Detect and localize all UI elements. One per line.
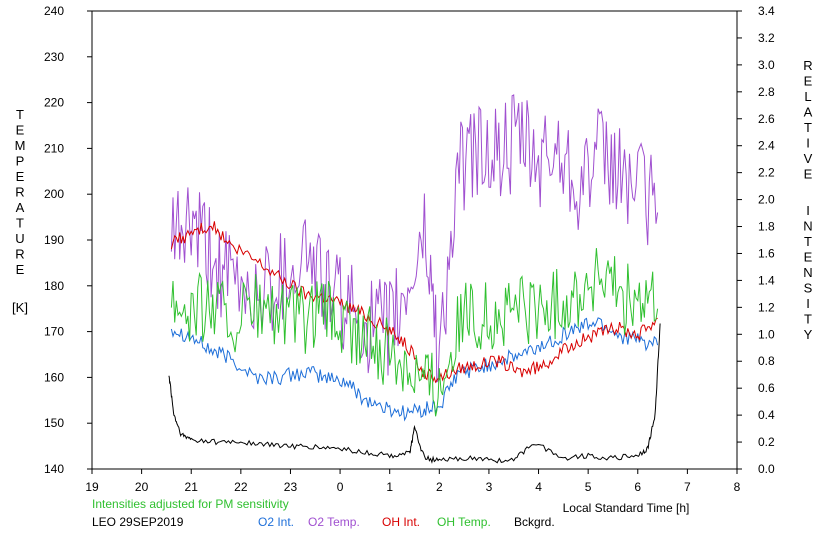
- x-tick-label: 22: [234, 480, 248, 494]
- y-left-tick-label: 190: [44, 233, 64, 247]
- legend-oh-temp: OH Temp.: [437, 515, 491, 529]
- y-left-label-letter: R: [15, 185, 24, 200]
- x-tick-label: 5: [585, 480, 592, 494]
- x-axis: 19 20 21 22 23 0 1 2 3 4 5 6 7 8: [85, 469, 741, 494]
- x-tick-label: 3: [486, 480, 493, 494]
- x-tick-label: 1: [386, 480, 393, 494]
- y-right-tick-label: 0.0: [758, 462, 775, 476]
- y-left-tick-label: 140: [44, 462, 64, 476]
- y-left-label-letter: U: [15, 231, 24, 246]
- y-left-label-letter: A: [16, 200, 25, 215]
- y-right-tick-label: 1.4: [758, 273, 775, 287]
- y-right-label-letter: N: [803, 265, 812, 280]
- y-right-label-letter: E: [804, 250, 813, 265]
- legend-oh-int: OH Int.: [382, 515, 420, 529]
- y-right-label-letter: S: [804, 281, 813, 296]
- series-line-o2-temp: [170, 94, 659, 384]
- y-right-label-letter: L: [804, 89, 811, 104]
- y-right-tick-label: 3.4: [758, 4, 775, 18]
- series-line-o2-int: [170, 317, 659, 422]
- y-right-label-letter: I: [806, 203, 810, 218]
- y-left-tick-label: 240: [44, 4, 64, 18]
- y-right-tick-label: 1.2: [758, 300, 775, 314]
- y-left-tick-label: 170: [44, 325, 64, 339]
- y-right-tick-label: 2.6: [758, 112, 775, 126]
- y-right-tick-label: 1.8: [758, 220, 775, 234]
- y-right-label-letter: I: [806, 136, 810, 151]
- y-right-tick-label: 2.0: [758, 193, 775, 207]
- y-right-label-letter: I: [806, 296, 810, 311]
- y-right-label-letter: V: [804, 151, 813, 166]
- y-left-label-letter: P: [16, 154, 25, 169]
- y-right-tick-label: 3.2: [758, 31, 775, 45]
- y-right-label-letter: T: [804, 312, 812, 327]
- series-line-oh-temp: [170, 248, 659, 417]
- y-left-label-letter: E: [16, 262, 25, 277]
- legend-bckgrd: Bckgrd.: [514, 515, 555, 529]
- y-right-label-letter: Y: [804, 327, 813, 342]
- y-right-tick-label: 0.4: [758, 408, 775, 422]
- plot-frame: [91, 10, 738, 470]
- y-axis-left: 140 150 160 170 180 190 200 210 220 230 240: [44, 4, 92, 476]
- y-left-tick-label: 200: [44, 187, 64, 201]
- y-right-tick-label: 1.6: [758, 246, 775, 260]
- x-tick-label: 20: [135, 480, 149, 494]
- legend-o2-temp: O2 Temp.: [308, 515, 360, 529]
- y-right-tick-label: 0.6: [758, 381, 775, 395]
- y-left-label-unit: [K]: [12, 300, 28, 315]
- y-left-label-letter: E: [16, 123, 25, 138]
- y-left-tick-label: 160: [44, 370, 64, 384]
- x-axis-label: Local Standard Time [h]: [563, 501, 690, 515]
- y-right-label-letter: R: [803, 58, 812, 73]
- x-tick-label: 19: [85, 480, 99, 494]
- y-right-label-letter: N: [803, 219, 812, 234]
- y-right-tick-label: 0.8: [758, 354, 775, 368]
- y-axis-right: 0.0 0.2 0.4 0.6 0.8 1.0 1.2 1.4 1.6 1.8 2.0 2.2 2.4 2…: [737, 4, 775, 476]
- x-tick-label: 0: [337, 480, 344, 494]
- x-tick-label: 8: [734, 480, 741, 494]
- y-left-tick-label: 180: [44, 279, 64, 293]
- y-left-tick-label: 220: [44, 96, 64, 110]
- y-right-tick-label: 3.0: [758, 58, 775, 72]
- y-right-tick-label: 2.8: [758, 85, 775, 99]
- y-left-tick-label: 150: [44, 416, 64, 430]
- y-right-tick-label: 2.4: [758, 139, 775, 153]
- y-right-label-letter: A: [804, 105, 813, 120]
- legend-o2-int: O2 Int.: [258, 515, 294, 529]
- y-left-label-letter: T: [16, 107, 24, 122]
- x-tick-label: 23: [284, 480, 298, 494]
- x-tick-label: 4: [535, 480, 542, 494]
- y-right-label-letter: T: [804, 234, 812, 249]
- x-tick-label: 2: [436, 480, 443, 494]
- y-right-label-letter: T: [804, 120, 812, 135]
- x-tick-label: 6: [634, 480, 641, 494]
- y-right-label-letter: E: [804, 74, 813, 89]
- y-left-label-letter: R: [15, 247, 24, 262]
- station-text: LEO 29SEP2019: [92, 515, 184, 529]
- y-left-label-letter: E: [16, 169, 25, 184]
- note-text: Intensities adjusted for PM sensitivity: [92, 497, 289, 511]
- y-right-tick-label: 1.0: [758, 327, 775, 341]
- series-line-bckgrd: [168, 323, 661, 464]
- x-tick-label: 7: [684, 480, 691, 494]
- x-tick-label: 21: [185, 480, 199, 494]
- y-left-label-letter: T: [16, 216, 24, 231]
- y-right-label-letter: E: [804, 167, 813, 182]
- y-right-tick-label: 0.2: [758, 435, 775, 449]
- y-left-tick-label: 230: [44, 50, 64, 64]
- y-left-tick-label: 210: [44, 141, 64, 155]
- series-group: [168, 94, 661, 464]
- y-right-tick-label: 2.2: [758, 166, 775, 180]
- y-left-label-letter: M: [15, 138, 26, 153]
